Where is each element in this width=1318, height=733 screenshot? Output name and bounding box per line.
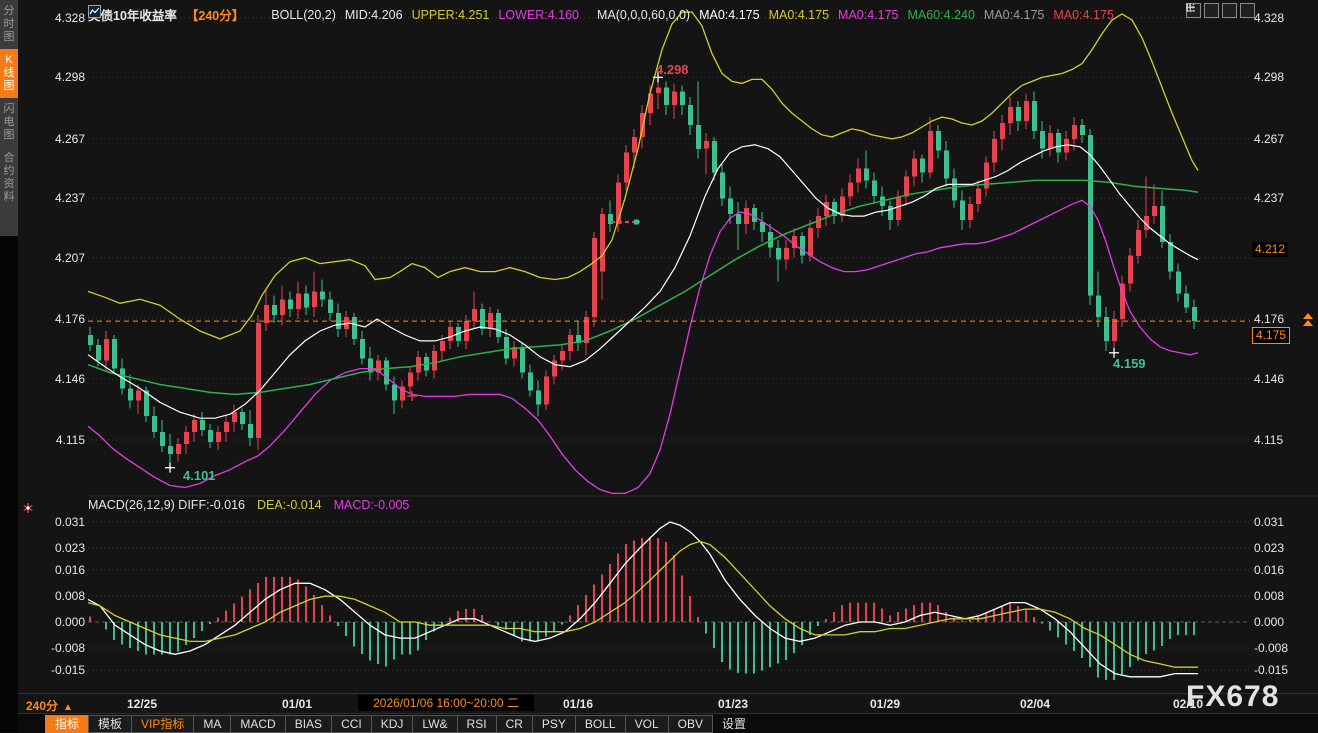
sidebar: 分时图 K线图闪电图合约资料 xyxy=(0,0,18,236)
x-axis-label: 01/23 xyxy=(717,697,749,711)
x-axis-label: 01/01 xyxy=(281,697,313,711)
macd-axis-label: -0.008 xyxy=(50,640,85,655)
x-axis-label: 12/25 xyxy=(126,697,158,711)
toolbar-button-KDJ[interactable]: KDJ xyxy=(370,715,414,733)
macd-axis-label: 0.031 xyxy=(54,514,85,529)
indicator-header: 美债10年收益率 【240分】 BOLL(20,2) MID:4.206 UPPER… xyxy=(88,5,1114,24)
x-axis-label: 01/16 xyxy=(562,697,594,711)
toolbar-button-CCI[interactable]: CCI xyxy=(331,715,372,733)
y-axis-label: 4.146 xyxy=(54,371,85,386)
macd-axis-label: 0.000 xyxy=(54,615,85,629)
macd-axis-label: 0.008 xyxy=(1254,589,1285,604)
scale-right-icon[interactable] xyxy=(1186,3,1237,18)
toolbar-button-RSI[interactable]: RSI xyxy=(456,715,497,733)
indicator-value-1: MID:4.206 xyxy=(344,7,403,22)
toolbar-button-VIP指标[interactable]: VIP指标 xyxy=(131,715,195,733)
scale-up-icon[interactable] xyxy=(1186,3,1219,18)
macd-header: MACD(26,12,9) DIFF:-0.016 DEA:-0.014 MAC… xyxy=(88,498,409,512)
toolbar-button-PSY[interactable]: PSY xyxy=(531,715,576,733)
price-tag: 4.212 xyxy=(1252,242,1289,257)
sidebar-tab-1[interactable]: 分时图 xyxy=(3,5,15,43)
toolbar-button-BIAS[interactable]: BIAS xyxy=(284,715,333,733)
toolbar-button-设置[interactable]: 设置 xyxy=(721,717,746,731)
indicator-value-4: MA(0,0,0,60,0,0) xyxy=(596,7,691,22)
x-axis-label: 02/04 xyxy=(1019,697,1051,711)
page-title: 美债10年收益率 xyxy=(88,9,177,23)
last-price-tag: 4.175 xyxy=(1252,327,1291,344)
sidebar-spacer xyxy=(0,236,18,732)
macd-axis-label: -0.008 xyxy=(1254,640,1289,655)
y-axis-label: 4.176 xyxy=(1254,312,1285,327)
bottom-toolbar: 指标 模板 VIP指标 MA MACD BIAS CCI KDJ LW& RSI CR PSY BOLL… xyxy=(0,713,1318,733)
window-controls xyxy=(1186,3,1255,18)
sidebar-tab-3[interactable]: 闪电图 xyxy=(3,103,15,141)
y-axis-label: 4.237 xyxy=(54,191,85,206)
indicator-value-3: LOWER:4.160 xyxy=(498,7,579,22)
indicator-value-7: MA0:4.175 xyxy=(838,7,899,22)
y-axis-label: 4.267 xyxy=(54,131,85,146)
y-axis-label: 4.298 xyxy=(54,70,85,85)
macd-axis-label: 0.031 xyxy=(1254,514,1285,529)
toolbar-button-OBV[interactable]: OBV xyxy=(667,715,713,733)
macd-axis-label: 0.016 xyxy=(54,563,85,578)
macd-lines xyxy=(87,521,1198,678)
y-axis-label: 4.207 xyxy=(54,250,85,265)
candles-layer xyxy=(88,77,1197,468)
macd-axis-label: -0.015 xyxy=(50,663,85,678)
crosshair-date-tooltip: 2026/01/06 16:00~20:00 二 xyxy=(358,695,534,711)
toolbar-button-MACD[interactable]: MACD xyxy=(230,715,286,733)
y-axis-label: 4.328 xyxy=(54,11,85,25)
y-axis-label: 4.298 xyxy=(1254,70,1285,85)
indicator-value-8: MA60:4.240 xyxy=(907,7,975,22)
interval-arrow-icon: ▲ xyxy=(63,702,73,713)
interval-tag[interactable]: 240分 ▲ xyxy=(26,699,73,713)
macd-axis-label: 0.023 xyxy=(1254,540,1285,555)
x-axis-label: 01/29 xyxy=(869,697,901,711)
x-axis-label: 02/10 xyxy=(1172,697,1204,711)
toolbar-button-MA[interactable]: MA xyxy=(193,715,232,733)
macd-axis-label: 0.016 xyxy=(1254,563,1285,578)
overlay-lines xyxy=(87,11,1199,495)
pane-expand-icon[interactable] xyxy=(1187,3,1255,18)
watermark: FX678 xyxy=(1186,680,1280,713)
extreme-markers xyxy=(165,72,1119,473)
macd-macd-label: MACD:-0.005 xyxy=(333,498,410,512)
toolbar-button-BOLL[interactable]: BOLL xyxy=(574,715,626,733)
interval-label: 【240分】 xyxy=(185,9,245,23)
macd-axis-label: 0.008 xyxy=(54,589,85,604)
gridlines xyxy=(88,17,1318,671)
macd-axis-label: 0.023 xyxy=(54,540,85,555)
indicator-value-5: MA0:4.175 xyxy=(699,7,760,22)
extreme-price-label: 4.298 xyxy=(656,62,689,77)
sidebar-tab-2[interactable]: K线图 xyxy=(0,49,18,98)
y-axis-label: 4.237 xyxy=(1254,191,1285,206)
toolbar-button-模板[interactable]: 模板 xyxy=(88,715,133,733)
indicator-value-10: MA0:4.175 xyxy=(1053,7,1114,22)
macd-axis-label: -0.015 xyxy=(1254,663,1289,678)
toolbar-button-CR[interactable]: CR xyxy=(495,715,533,733)
y-axis-label: 4.267 xyxy=(1254,131,1285,146)
y-axis-label: 4.115 xyxy=(1254,432,1284,447)
indicator-value-9: MA0:4.175 xyxy=(983,7,1045,22)
macd-diff-label: MACD(26,12,9) DIFF:-0.016 xyxy=(88,498,245,512)
sidebar-tab-4[interactable]: 合约资料 xyxy=(3,152,15,203)
macd-dea-label: DEA:-0.014 xyxy=(257,498,322,512)
price-marker-icon xyxy=(1303,313,1313,326)
y-axis-label: 4.328 xyxy=(1254,11,1285,25)
y-axis-label: 4.176 xyxy=(54,312,85,327)
y-axis-label: 4.146 xyxy=(1254,371,1285,386)
extreme-price-label: 4.159 xyxy=(1113,356,1146,371)
toolbar-button-LW&[interactable]: LW& xyxy=(412,715,458,733)
macd-axis-label: 0.000 xyxy=(1254,615,1285,629)
indicator-value-0: BOLL(20,2) xyxy=(271,7,336,22)
indicator-value-6: MA0:4.175 xyxy=(768,7,830,22)
extreme-price-label: 4.101 xyxy=(183,468,216,483)
toolbar-button-指标[interactable]: 指标 xyxy=(45,715,90,733)
toolbar-button-VOL[interactable]: VOL xyxy=(624,715,669,733)
indicator-value-2: UPPER:4.251 xyxy=(411,7,490,22)
y-axis-label: 4.115 xyxy=(55,432,85,447)
time-axis: 240分 ▲ 2026/01/06 16:00~20:00 二 12/25 01/0… xyxy=(0,693,1318,714)
